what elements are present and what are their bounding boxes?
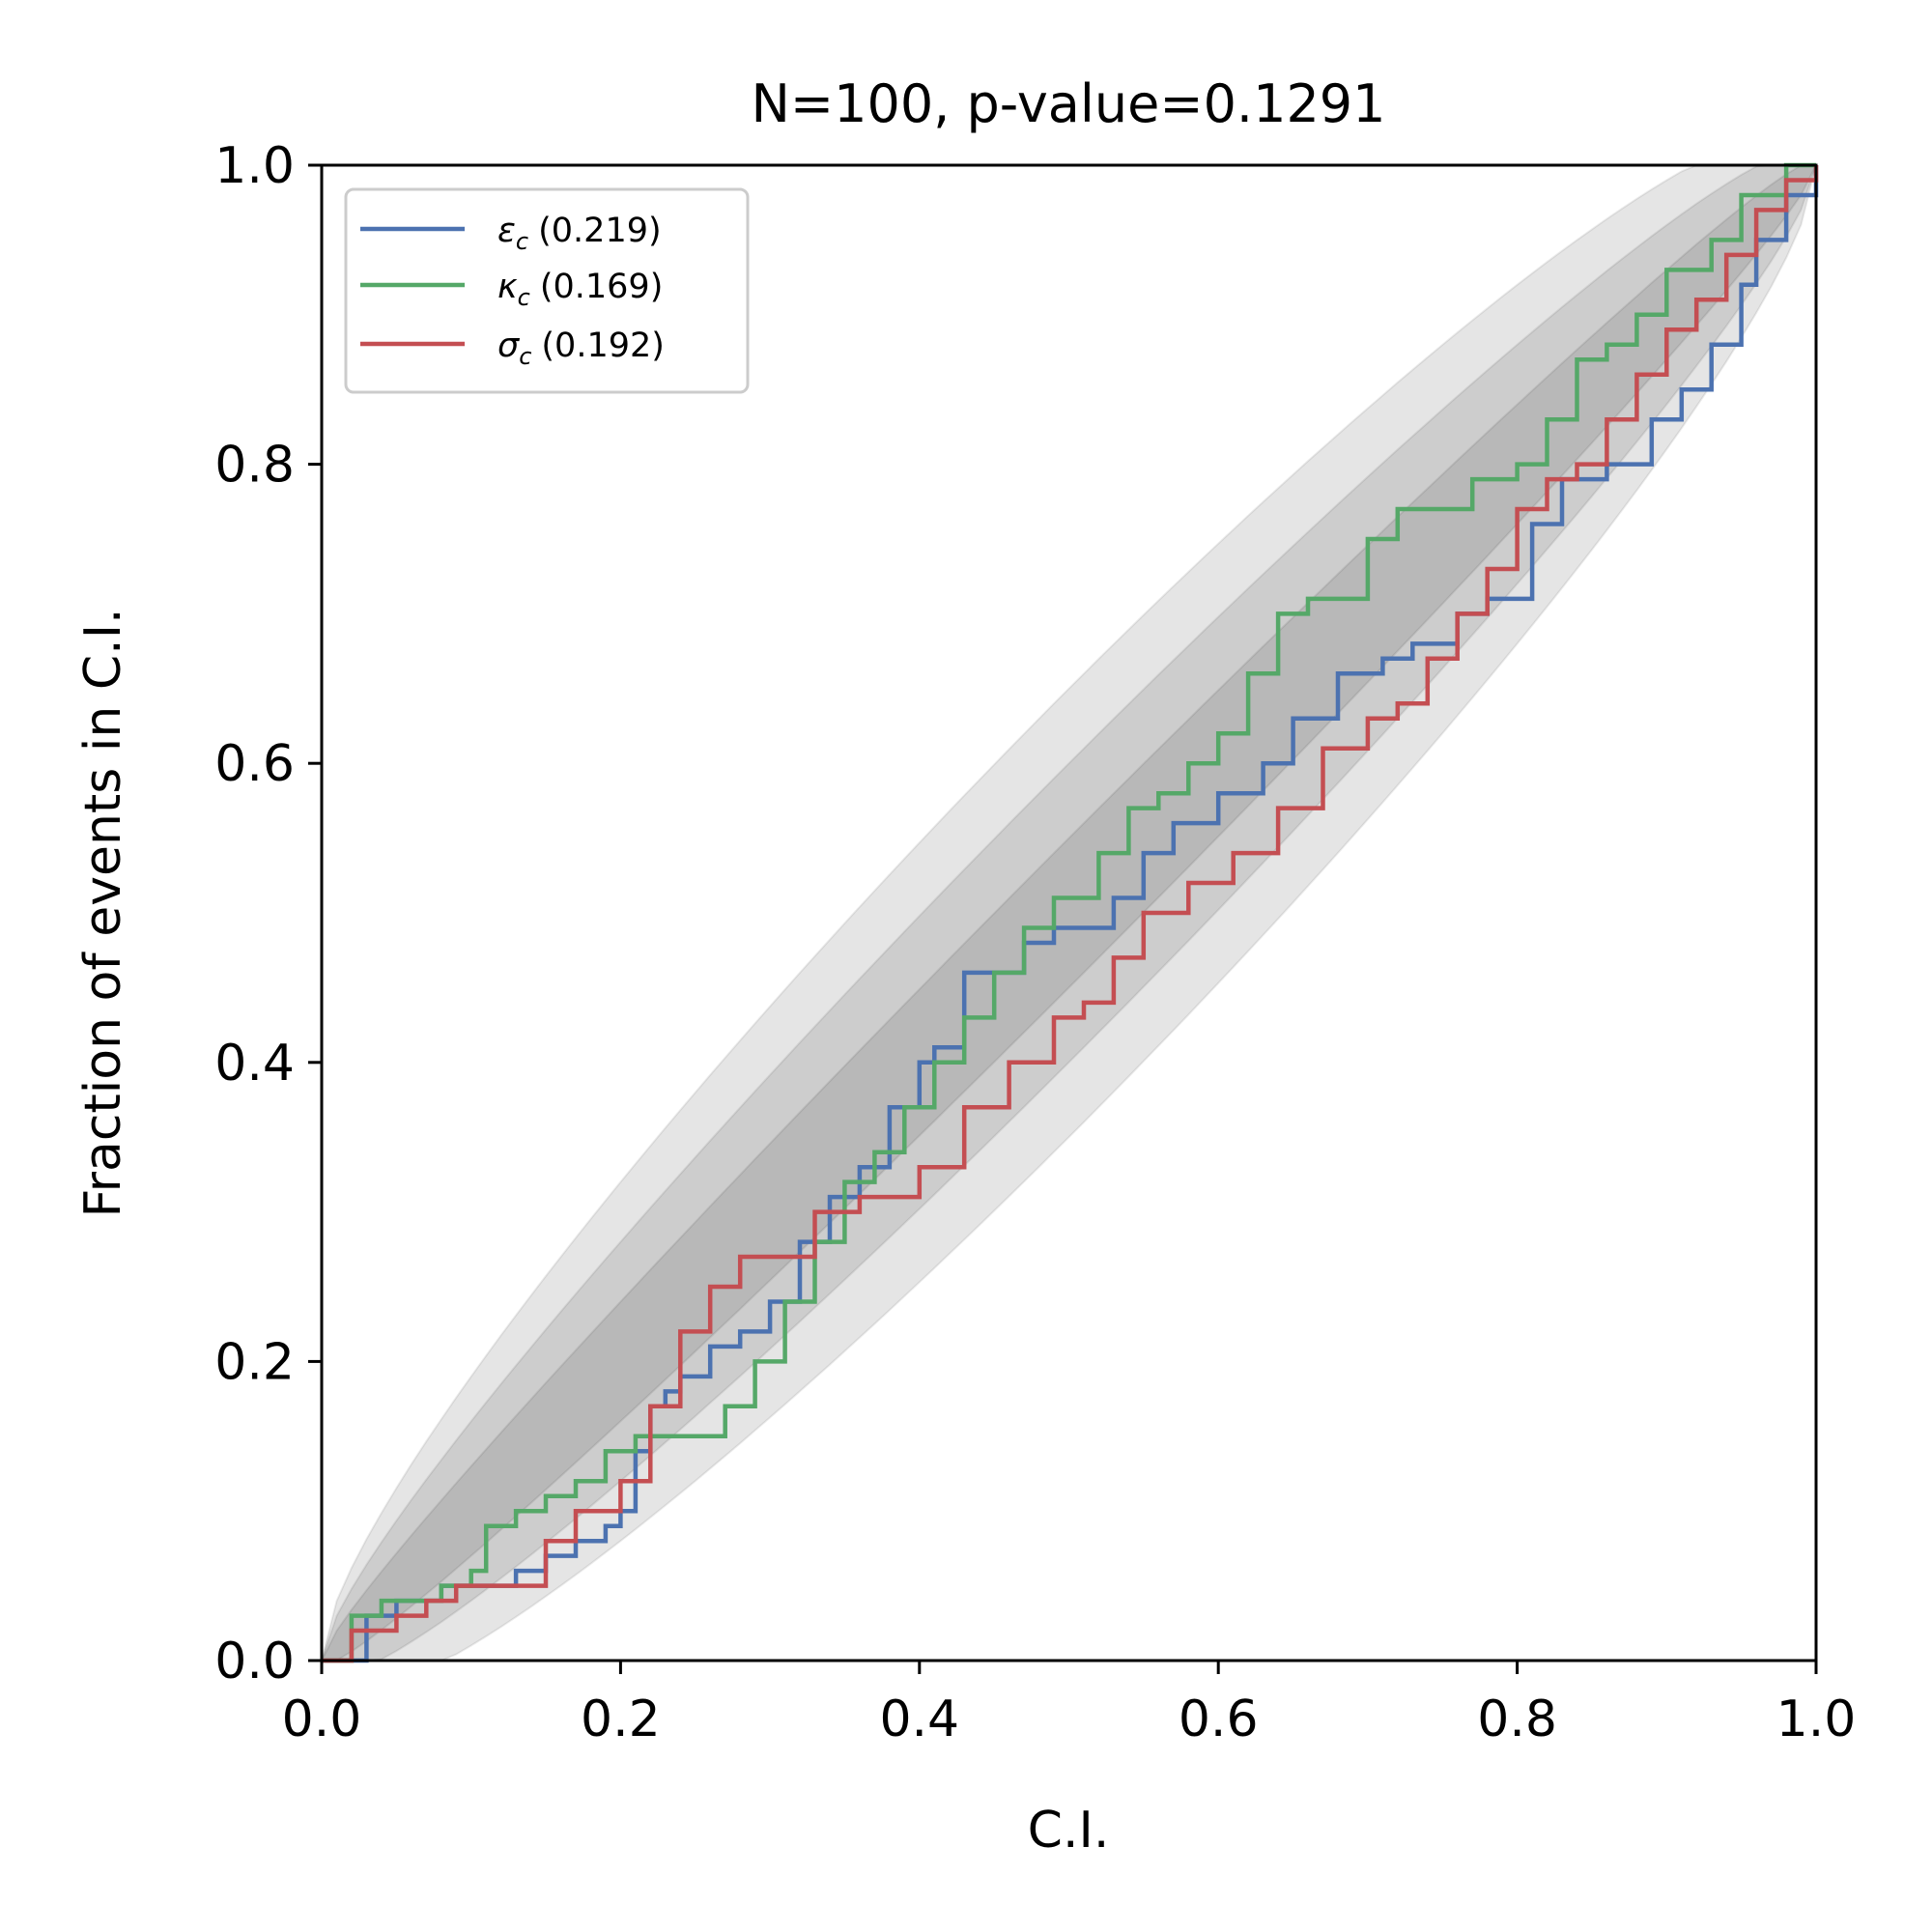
series-line-sigma [322,165,1819,1663]
legend-label-epsilon: εc (0.219) [497,212,662,255]
y-tick-label: 0.6 [214,735,295,793]
x-axis-title: C.I. [1028,1802,1110,1860]
series-line-kappa [322,162,1816,1663]
x-tick-label: 0.2 [581,1690,661,1748]
series-lines [322,162,1819,1663]
legend-label-sigma: σc (0.192) [497,327,665,370]
x-tick-label: 1.0 [1776,1690,1857,1748]
confidence-bands [320,163,1818,1662]
legend-box [344,187,750,394]
y-tick-label: 0.4 [214,1035,295,1093]
legend: εc (0.219) κc (0.169) σc (0.192) [344,187,750,394]
x-tick-label: 0.8 [1477,1690,1557,1748]
y-tick-label: 0.8 [214,437,295,495]
plot-frame [320,163,1818,1662]
chart-title: N=100, p-value=0.1291 [751,73,1385,134]
legend-label-kappa: κc (0.169) [497,268,663,311]
x-tick-label: 0.0 [282,1690,362,1748]
x-tick-label: 0.6 [1179,1690,1259,1748]
x-axis: 0.0 0.2 0.4 0.6 0.8 1.0 [282,1661,1857,1748]
y-axis-title: Fraction of events in C.I. [74,608,132,1217]
y-tick-label: 0.0 [214,1633,295,1690]
y-tick-label: 0.2 [214,1333,295,1391]
y-tick-label: 1.0 [214,137,295,195]
y-axis: 0.0 0.2 0.4 0.6 0.8 1.0 [214,137,322,1690]
x-tick-label: 0.4 [879,1690,959,1748]
